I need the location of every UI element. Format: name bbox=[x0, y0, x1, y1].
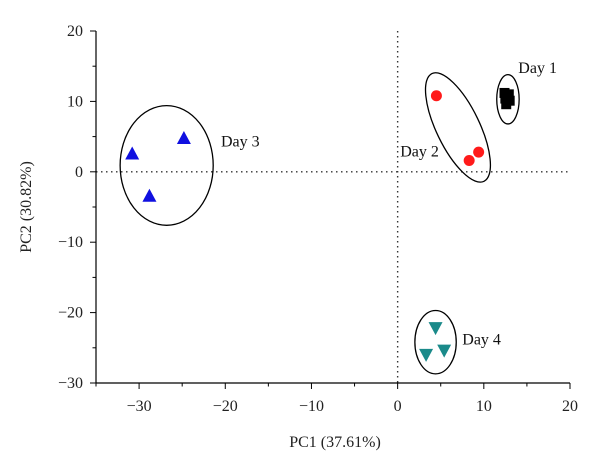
group-labels: Day 1 Day 2 Day 3 Day 4 bbox=[221, 60, 557, 348]
y-tick-label: −20 bbox=[58, 305, 83, 322]
day-4-label: Day 4 bbox=[462, 331, 501, 348]
day-4-ellipse bbox=[414, 309, 457, 375]
day-2-label: Day 2 bbox=[400, 143, 439, 160]
x-tick-label: 20 bbox=[562, 398, 578, 415]
day-3-ellipse bbox=[119, 104, 214, 226]
day-3-point bbox=[142, 188, 157, 202]
day-4-point bbox=[428, 322, 443, 336]
x-tick-label: −20 bbox=[213, 398, 238, 415]
day-4-point bbox=[437, 344, 452, 358]
axes: −30 −20 −10 0 10 20 −30 −20 −10 0 10 20 bbox=[58, 23, 578, 415]
day-3-point bbox=[176, 131, 191, 145]
y-tick-label: −30 bbox=[58, 375, 83, 392]
day-2-point bbox=[430, 90, 442, 102]
y-tick-label: 0 bbox=[75, 164, 83, 181]
day-3-label: Day 3 bbox=[221, 133, 260, 150]
day-2-point bbox=[473, 146, 485, 158]
x-axis-title: PC1 (37.61%) bbox=[289, 434, 381, 451]
x-tick-label: 0 bbox=[394, 398, 402, 415]
y-axis-title: PC2 (30.82%) bbox=[18, 161, 35, 253]
day-1-point bbox=[501, 99, 512, 110]
day-3-point bbox=[125, 146, 140, 160]
y-tick-label: 10 bbox=[67, 93, 83, 110]
day-2-ellipse bbox=[424, 72, 492, 183]
day-4-point bbox=[419, 348, 434, 362]
x-tick-label: −30 bbox=[127, 398, 152, 415]
data-points bbox=[125, 87, 515, 362]
x-tick-label: −10 bbox=[299, 398, 324, 415]
day-1-ellipse bbox=[496, 73, 520, 125]
cluster-ellipses bbox=[119, 72, 520, 375]
day-1-label: Day 1 bbox=[518, 60, 557, 77]
reference-lines bbox=[96, 31, 570, 383]
day-2-point bbox=[463, 155, 475, 167]
y-tick-label: 20 bbox=[67, 23, 83, 40]
x-tick-label: 10 bbox=[476, 398, 492, 415]
y-tick-label: −10 bbox=[58, 234, 83, 251]
